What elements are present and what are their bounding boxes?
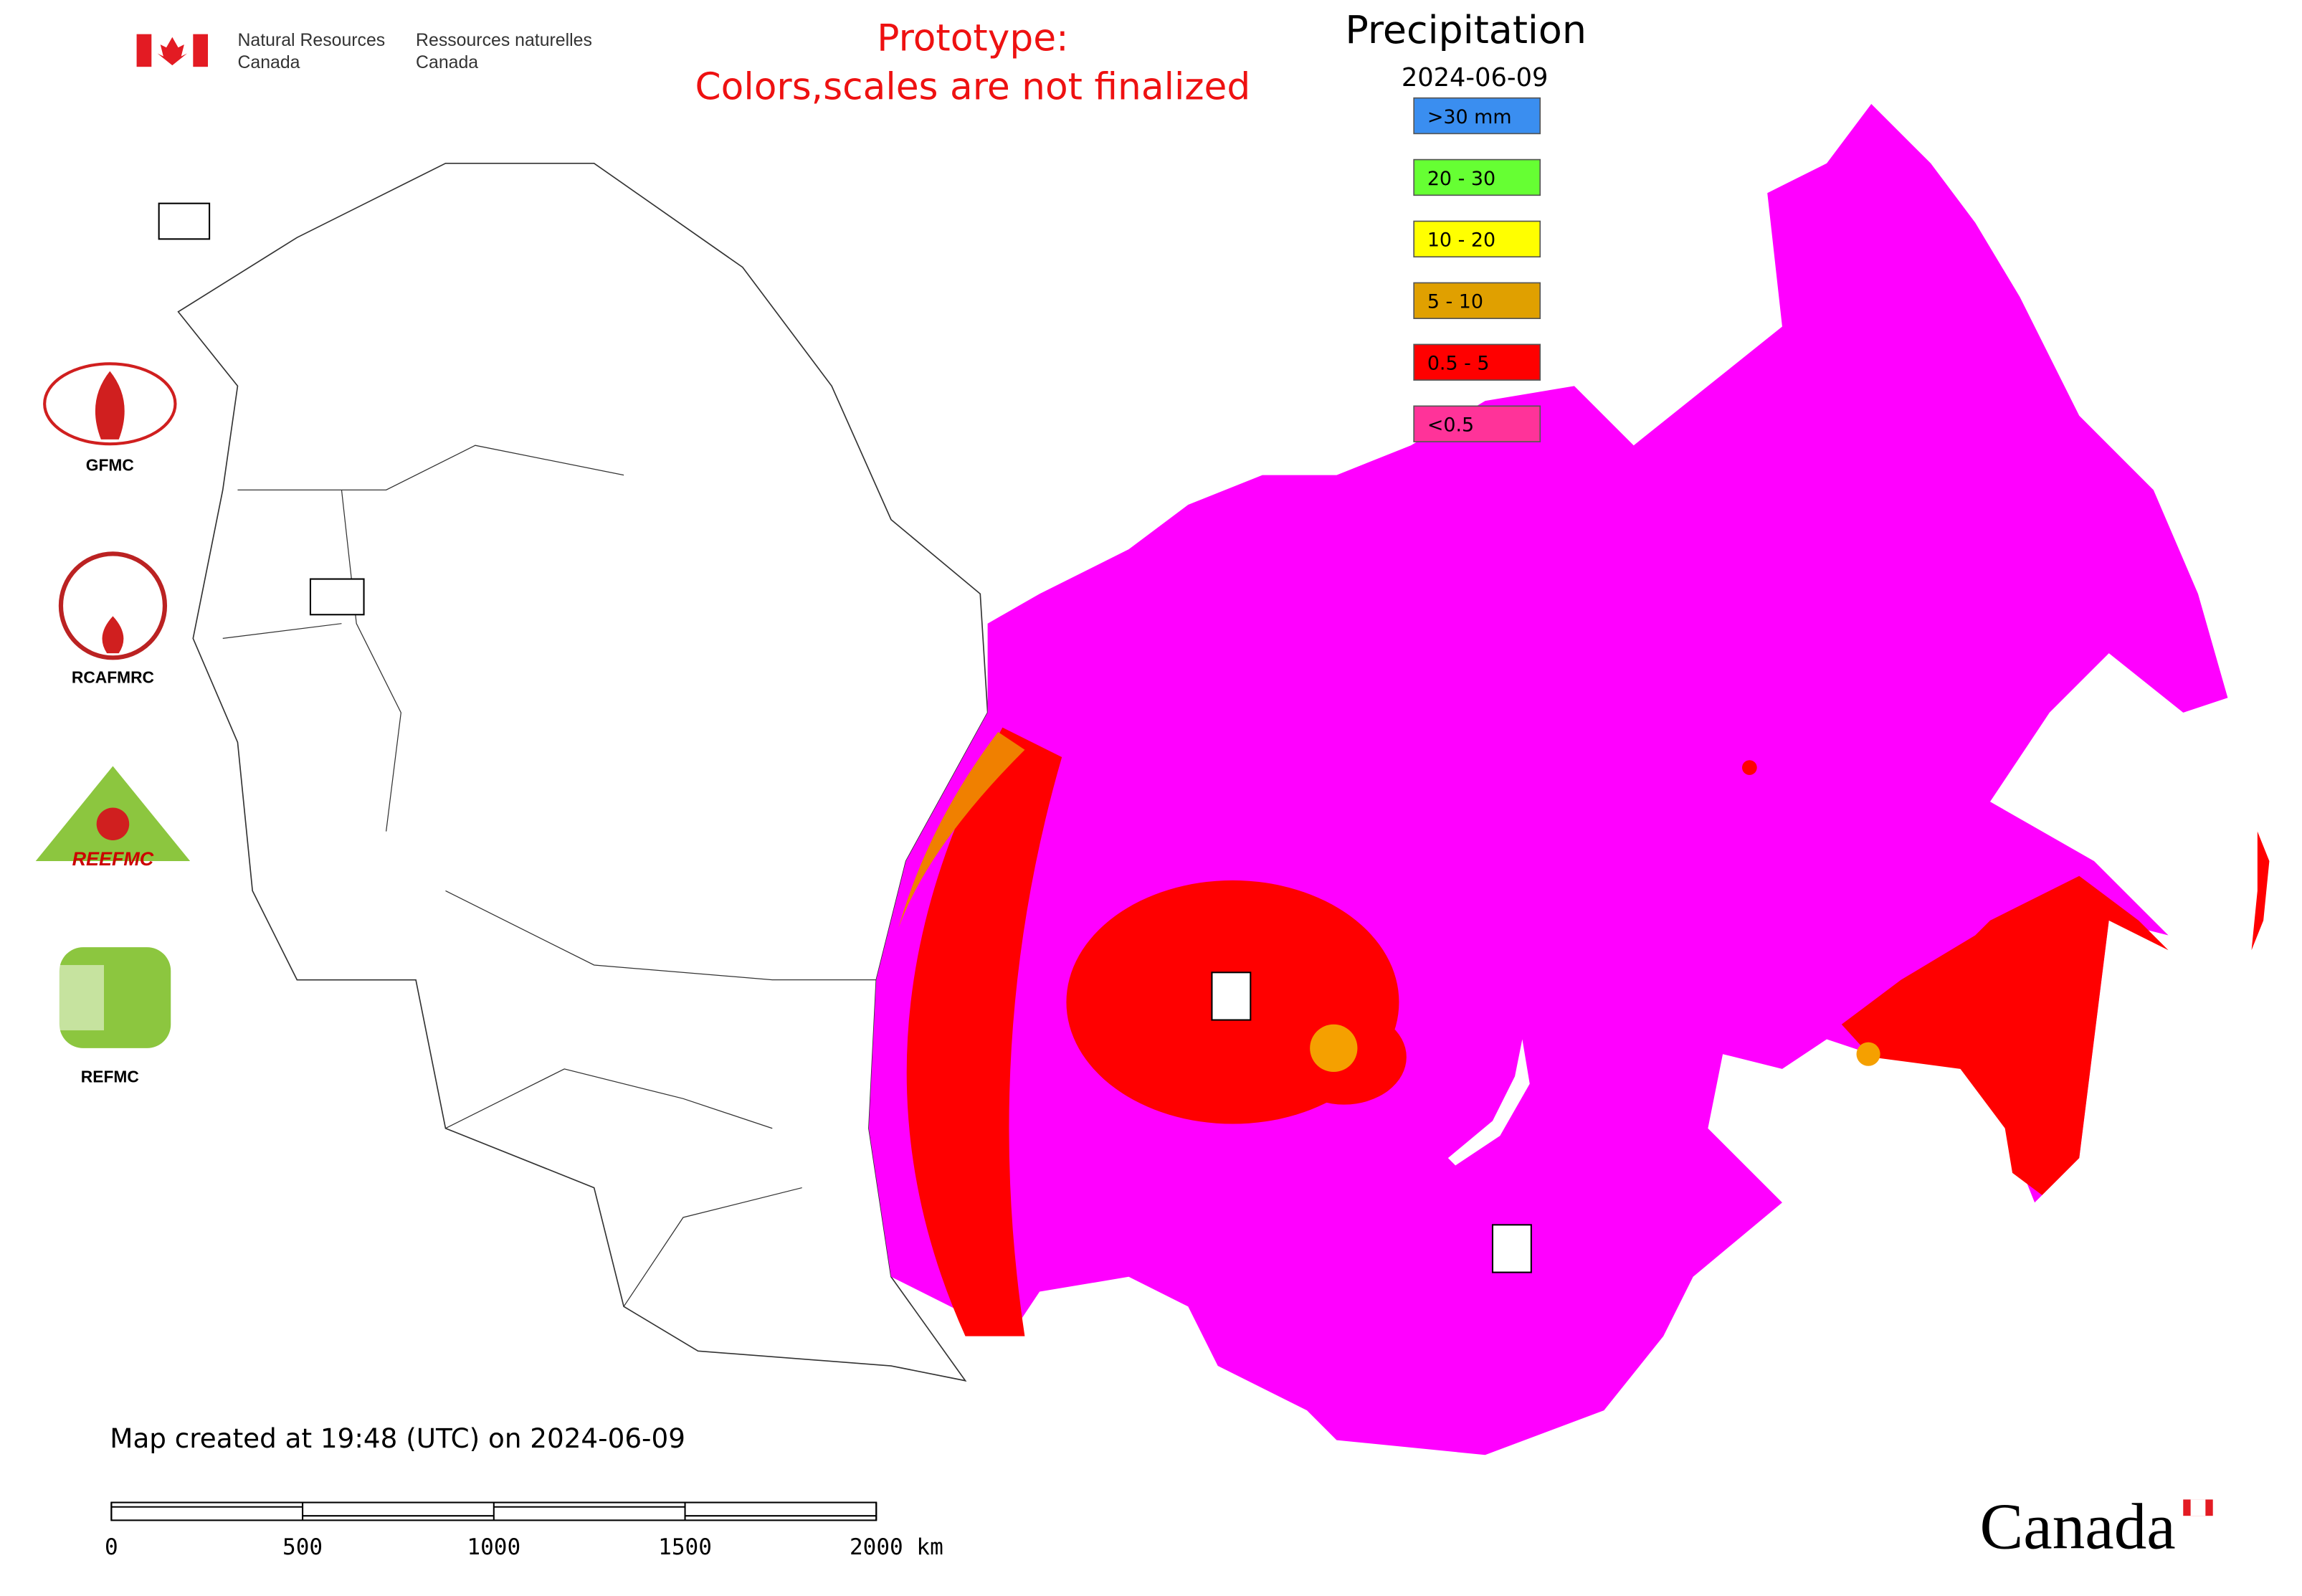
rcafmrc-marker bbox=[1491, 1224, 1532, 1273]
department-en: Canada bbox=[237, 53, 300, 72]
precip-0.5-5-west bbox=[906, 727, 1062, 1336]
department-en: Natural Resources bbox=[237, 31, 385, 50]
department-fr: Ressources naturelles bbox=[416, 31, 592, 50]
legend-swatch bbox=[1413, 405, 1541, 442]
precip-0.5-5-east bbox=[1841, 875, 2169, 1195]
scale-label: 1000 bbox=[467, 1534, 520, 1560]
western-countries bbox=[177, 162, 989, 1382]
logo-caption: REEFMC bbox=[72, 848, 154, 870]
logo-caption: RCAFMRC bbox=[72, 668, 154, 687]
prototype-notice: Colors,scales are not finalized bbox=[695, 66, 1251, 109]
legend-swatch bbox=[1413, 343, 1541, 381]
legend-label: 20 - 30 bbox=[1427, 168, 1495, 190]
nrcan-signature: Natural Resources Canada Ressources natu… bbox=[136, 31, 592, 72]
legend-swatch bbox=[1413, 282, 1541, 319]
wordmark: Canada bbox=[1979, 1491, 2175, 1563]
department-fr: Canada bbox=[416, 53, 478, 72]
gfmc-flame bbox=[95, 371, 125, 440]
scale-label: 0 bbox=[105, 1534, 118, 1560]
legend: >30 mm 20 - 30 10 - 20 5 - 10 0.5 - 5 <0.5 bbox=[1413, 97, 1541, 442]
precip-5-10-east bbox=[1856, 1042, 1880, 1066]
precip-5-10-west bbox=[898, 731, 1025, 928]
flag-right bbox=[193, 34, 209, 67]
legend-date: 2024-06-09 bbox=[1402, 63, 1549, 92]
rcafmrc-flame bbox=[102, 616, 124, 654]
legend-title: Precipitation bbox=[1345, 7, 1587, 52]
station-markers bbox=[158, 202, 1532, 1273]
legend-label: 10 - 20 bbox=[1427, 229, 1495, 252]
partner-logos bbox=[35, 362, 191, 1048]
legend-label: <0.5 bbox=[1427, 414, 1474, 437]
logo-caption: REFMC bbox=[81, 1068, 139, 1086]
prototype-notice: Prototype: bbox=[877, 16, 1068, 60]
legend-label: 0.5 - 5 bbox=[1427, 353, 1490, 375]
legend-swatch bbox=[1413, 220, 1541, 258]
legend-swatch bbox=[1413, 158, 1541, 196]
gfmc-marker bbox=[158, 202, 211, 240]
scale-label: 500 bbox=[282, 1534, 323, 1560]
legend-label: 5 - 10 bbox=[1427, 291, 1483, 313]
lake-baikal bbox=[1447, 1039, 1530, 1166]
precip-0.5-5-spot bbox=[1742, 760, 1757, 775]
precip-0.5-5-islands bbox=[2251, 831, 2270, 951]
refmc-marker bbox=[1211, 972, 1252, 1021]
logo-caption: GFMC bbox=[86, 455, 134, 474]
scale-label: 1500 bbox=[658, 1534, 712, 1560]
scale-bar: 0 500 1000 1500 2000 km bbox=[105, 1501, 943, 1560]
precip-5-10-center bbox=[1310, 1024, 1358, 1073]
rcafmrc-logo bbox=[58, 551, 168, 660]
refmc-stripes bbox=[59, 964, 105, 1031]
legend-label: >30 mm bbox=[1427, 106, 1512, 128]
precip-below-0.5 bbox=[868, 103, 2228, 1455]
basemap bbox=[158, 103, 2270, 1455]
created-note: Map created at 19:48 (UTC) on 2024-06-09 bbox=[110, 1422, 685, 1454]
legend-swatch bbox=[1413, 97, 1541, 135]
country-borders bbox=[222, 445, 877, 1307]
maple-leaf bbox=[157, 37, 188, 66]
reefmc-marker bbox=[309, 578, 365, 616]
flag-left bbox=[136, 34, 152, 67]
reefmc-flame bbox=[96, 807, 130, 841]
wordmark-flag-center bbox=[2190, 1499, 2206, 1516]
scale-label: 2000 km bbox=[850, 1534, 943, 1560]
canada-wordmark: Canada bbox=[1979, 1491, 2213, 1563]
